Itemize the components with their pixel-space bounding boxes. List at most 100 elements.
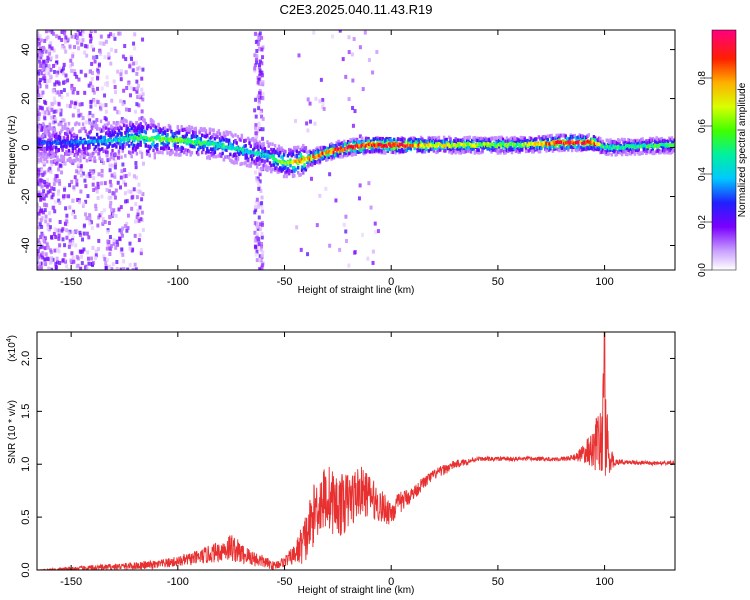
heatmap-cell: [75, 121, 78, 125]
heatmap-cell: [96, 185, 100, 190]
heatmap-cell: [631, 150, 634, 154]
heatmap-cell: [258, 144, 261, 149]
heatmap-cell: [63, 252, 67, 257]
heatmap-cell: [578, 136, 582, 141]
heatmap-cell: [171, 135, 174, 139]
heatmap-cell: [419, 143, 422, 147]
heatmap-cell: [52, 120, 56, 125]
heatmap-cell: [286, 161, 289, 165]
heatmap-cell: [533, 148, 537, 152]
heatmap-cell: [261, 250, 265, 255]
heatmap-cell: [64, 140, 67, 144]
heatmap-cell: [74, 138, 77, 142]
heatmap-cell: [37, 257, 39, 262]
heatmap-cell: [133, 219, 137, 224]
heatmap-cell: [247, 150, 250, 155]
heatmap-cell: [158, 150, 162, 155]
heatmap-cell: [76, 164, 80, 169]
heatmap-cell: [435, 142, 438, 147]
heatmap-cell: [135, 136, 138, 140]
heatmap-cell: [476, 148, 479, 152]
heatmap-cell: [107, 133, 110, 137]
heatmap-cell: [344, 74, 348, 79]
heatmap-cell: [453, 143, 456, 147]
heatmap-cell: [260, 235, 264, 240]
heatmap-cell: [320, 155, 323, 160]
heatmap-cell: [418, 145, 421, 150]
heatmap-cell: [410, 144, 413, 148]
heatmap-cell: [459, 151, 462, 155]
heatmap-cell: [513, 142, 516, 147]
heatmap-cell: [235, 141, 238, 145]
heatmap-cell: [55, 149, 58, 154]
heatmap-cell: [407, 138, 410, 143]
heatmap-cell: [369, 205, 373, 210]
heatmap-cell: [375, 136, 378, 141]
heatmap-cell: [81, 237, 85, 242]
heatmap-cell: [164, 136, 167, 140]
heatmap-cell: [503, 149, 506, 154]
heatmap-cell: [367, 139, 370, 143]
heatmap-cell: [264, 152, 267, 156]
heatmap-cell: [73, 175, 77, 180]
heatmap-cell: [243, 144, 246, 149]
heatmap-cell: [378, 142, 381, 146]
heatmap-cell: [64, 39, 68, 44]
x-tick-label: 100: [595, 276, 613, 288]
heatmap-cell: [307, 163, 310, 167]
heatmap-cell: [293, 154, 297, 159]
heatmap-cell: [131, 68, 135, 73]
heatmap-cell: [202, 141, 205, 145]
heatmap-cell: [401, 149, 405, 154]
heatmap-cell: [669, 151, 672, 155]
heatmap-cell: [172, 135, 176, 140]
heatmap-cell: [149, 144, 153, 149]
heatmap-cell: [510, 140, 514, 145]
heatmap-cell: [59, 108, 63, 113]
heatmap-cell: [306, 252, 310, 257]
heatmap-cell: [544, 147, 547, 151]
heatmap-cell: [260, 154, 263, 158]
heatmap-cell: [669, 143, 672, 147]
heatmap-cell: [39, 158, 43, 163]
heatmap-cell: [75, 156, 78, 160]
heatmap-cell: [106, 83, 110, 88]
heatmap-cell: [136, 86, 140, 91]
heatmap-cell: [449, 140, 452, 145]
heatmap-cell: [108, 179, 112, 184]
heatmap-cell: [627, 142, 630, 146]
heatmap-cell: [215, 144, 218, 148]
heatmap-cell: [39, 146, 43, 151]
heatmap-cell: [193, 144, 196, 149]
heatmap-cell: [627, 144, 630, 148]
heatmap-cell: [554, 140, 557, 144]
heatmap-cell: [48, 30, 52, 33]
heatmap-cell: [87, 152, 90, 157]
heatmap-cell: [44, 130, 48, 135]
heatmap-cell: [634, 139, 638, 144]
heatmap-cell: [277, 144, 281, 149]
heatmap-cell: [199, 137, 203, 141]
heatmap-cell: [88, 33, 92, 38]
heatmap-cell: [131, 194, 135, 199]
heatmap-cell: [153, 152, 156, 156]
heatmap-cell: [65, 219, 69, 224]
heatmap-cell: [176, 140, 180, 144]
heatmap-cell: [188, 125, 191, 129]
heatmap-cell: [353, 109, 357, 114]
heatmap-cell: [224, 145, 227, 150]
heatmap-cell: [257, 144, 260, 149]
heatmap-cell: [89, 39, 93, 44]
heatmap-cell: [469, 149, 473, 154]
heatmap-cell: [267, 143, 270, 147]
heatmap-cell: [209, 135, 213, 140]
heatmap-cell: [234, 133, 237, 137]
heatmap-cell: [103, 181, 107, 186]
heatmap-cell: [499, 149, 502, 153]
heatmap-cell: [256, 181, 260, 186]
heatmap-cell: [145, 136, 148, 140]
heatmap-cell: [134, 165, 138, 170]
heatmap-cell: [37, 42, 40, 47]
heatmap-cell: [165, 144, 168, 149]
heatmap-cell: [363, 30, 367, 35]
